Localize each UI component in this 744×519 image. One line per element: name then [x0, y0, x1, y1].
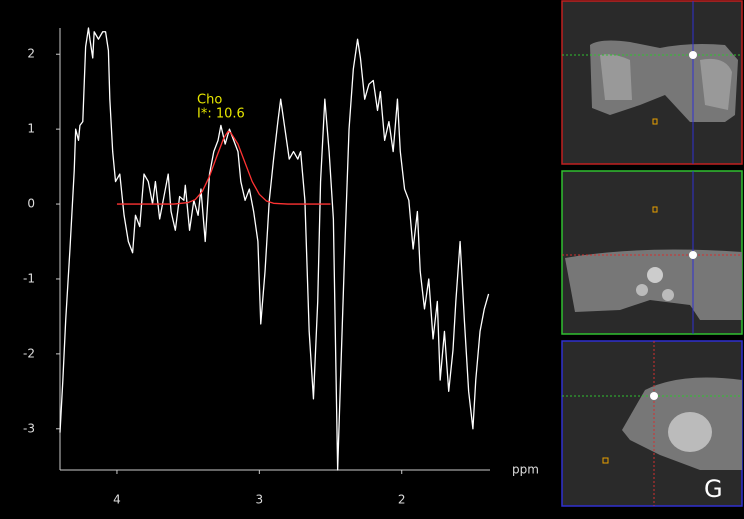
- spectrum-line: [117, 131, 331, 204]
- x-tick-label: 3: [256, 493, 264, 507]
- x-tick-label: 2: [398, 493, 406, 507]
- spectrum-line: [60, 28, 489, 470]
- y-tick-label: 0: [27, 197, 35, 211]
- y-tick-label: -1: [23, 271, 35, 285]
- y-tick-label: -3: [23, 421, 35, 435]
- y-tick-label: -2: [23, 346, 35, 360]
- mri-panel: [562, 1, 742, 164]
- spectrum-plot: 2 1 0 -1 -2 -3 4 3 2: [23, 28, 490, 507]
- series-group: [60, 28, 489, 470]
- mri-panel: G: [562, 341, 742, 506]
- page: {"chart_data": {"type": "line", "series"…: [0, 0, 744, 519]
- x-tick-label: 4: [113, 493, 121, 507]
- panel-label: G: [704, 475, 723, 503]
- annotation: I*: 10.6: [197, 107, 245, 122]
- mri-panel: [562, 171, 742, 334]
- y-tick-label: 2: [27, 47, 35, 61]
- annotation: Cho: [197, 93, 222, 108]
- y-tick-label: 1: [27, 122, 35, 136]
- x-axis-label: ppm: [512, 463, 539, 477]
- screen: 2 1 0 -1 -2 -3 4 3 2 Cho I*: 10.6 ppm G: [0, 0, 744, 519]
